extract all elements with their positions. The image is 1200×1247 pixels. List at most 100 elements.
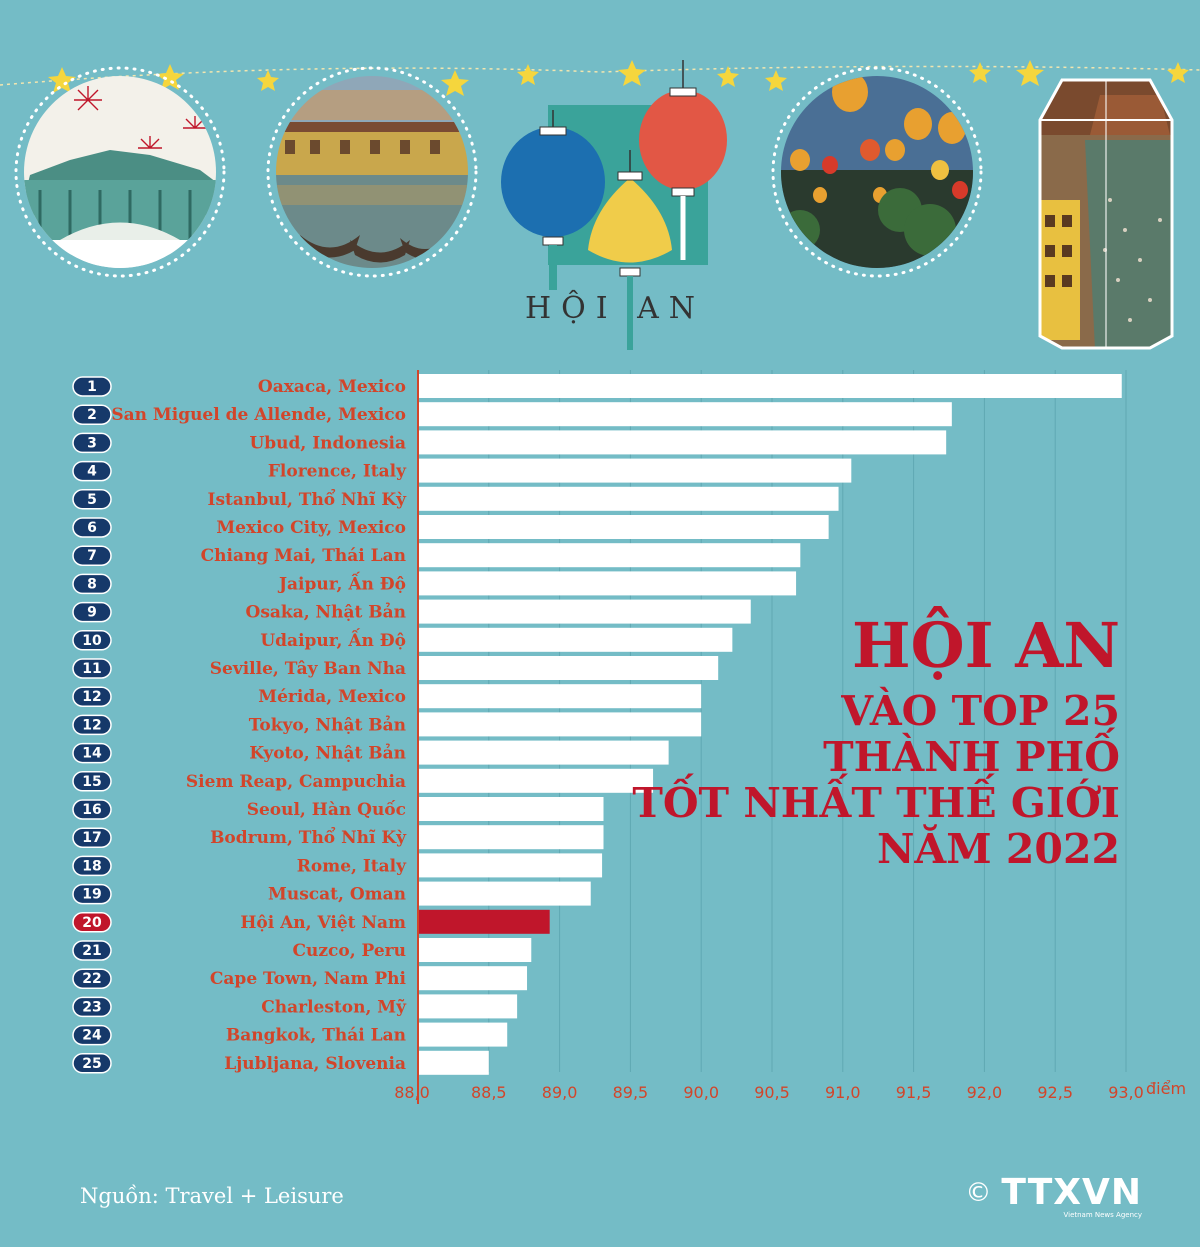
rank-badge-shape (72, 883, 112, 905)
bar (418, 1022, 508, 1047)
category-label: Ubud, Indonesia (249, 433, 406, 453)
logo-text: HỘI AN (525, 290, 705, 326)
rank-badge: 15 (72, 771, 112, 792)
category-label: Cuzco, Peru (292, 941, 406, 961)
category-label: Udaipur, Ấn Độ (260, 628, 406, 651)
rank-number: 6 (87, 520, 97, 536)
rank-number: 10 (82, 633, 102, 649)
x-tick-label: 88,5 (471, 1083, 507, 1102)
rank-badge-shape (72, 630, 112, 651)
bar (418, 1050, 489, 1075)
copyright-icon: © (965, 1178, 992, 1208)
rank-badge-shape (72, 714, 112, 736)
rank-badge: 3 (72, 432, 112, 454)
category-label: Kyoto, Nhật Bản (249, 744, 406, 764)
rank-number: 9 (87, 605, 97, 621)
x-tick-label: 91,0 (825, 1083, 861, 1102)
rank-badge: 14 (72, 742, 112, 764)
rank-badge: 25 (72, 1053, 112, 1074)
rank-badge-shape (72, 968, 112, 989)
rank-badge: 12 (72, 686, 112, 707)
bar (418, 430, 947, 455)
rank-badge-shape (72, 460, 112, 482)
rank-number: 11 (82, 661, 101, 677)
bar (418, 712, 702, 737)
category-label: Charleston, Mỹ (261, 997, 407, 1017)
rank-number: 19 (82, 887, 101, 903)
category-label: Mexico City, Mexico (216, 518, 406, 538)
rank-badge: 24 (72, 1024, 112, 1046)
category-label: Tokyo, Nhật Bản (249, 715, 406, 735)
rank-number: 18 (82, 858, 101, 874)
x-tick-label: 89,0 (542, 1083, 578, 1102)
lantern-logo: HỘI AN (501, 60, 727, 350)
rank-badge: 17 (72, 827, 112, 848)
old-town-illustration (1038, 78, 1174, 350)
bar (418, 543, 801, 568)
rank-number: 15 (82, 774, 101, 790)
rank-number: 20 (82, 915, 102, 931)
rank-badge: 12 (72, 714, 112, 736)
rank-number: 3 (87, 435, 97, 451)
rank-number: 7 (87, 548, 97, 564)
rank-badge: 6 (72, 517, 112, 538)
bar (418, 938, 532, 962)
category-label: Ljubljana, Slovenia (224, 1054, 406, 1074)
rank-badge: 8 (72, 573, 112, 595)
bar (418, 486, 839, 511)
category-label: Muscat, Oman (268, 885, 406, 905)
rank-badge: 5 (72, 489, 112, 510)
headline: HỘI AN VÀO TOP 25 THÀNH PHỐ TỐT NHẤT THẾ… (560, 615, 1120, 875)
category-label: Istanbul, Thổ Nhĩ Kỳ (208, 488, 408, 510)
rank-badge-shape (72, 827, 112, 848)
rank-badge: 16 (72, 799, 112, 820)
rank-badge-shape (72, 940, 112, 961)
rank-badge-shape (72, 545, 112, 566)
category-label: Rome, Italy (297, 856, 407, 876)
rank-badge-shape (72, 855, 112, 877)
highlight-bar (418, 909, 550, 934)
bar (418, 684, 702, 709)
rank-badge-shape (72, 771, 112, 792)
x-tick-label: 91,5 (896, 1083, 932, 1102)
bar (418, 740, 669, 765)
rank-number: 21 (82, 943, 101, 959)
headline-title: HỘI AN (852, 609, 1120, 682)
rank-number: 22 (82, 971, 101, 987)
rank-badge: 9 (72, 601, 112, 623)
rank-number: 17 (82, 830, 101, 846)
rank-number: 2 (87, 407, 97, 423)
x-tick-label: 89,5 (613, 1083, 649, 1102)
rank-badge-shape (72, 573, 112, 595)
bar (418, 656, 719, 680)
rank-badge: 11 (72, 658, 112, 679)
agency-name: Vietnam News Agency (1063, 1211, 1142, 1219)
rank-badge: 1 (72, 376, 112, 397)
rank-badge: 7 (72, 545, 112, 566)
rank-number: 12 (82, 717, 101, 733)
category-label: Chiang Mai, Thái Lan (201, 546, 406, 566)
rank-number: 16 (82, 802, 101, 818)
rank-number: 4 (87, 464, 97, 480)
rank-number: 24 (82, 1028, 102, 1044)
rank-badge-shape (72, 404, 112, 425)
bar (418, 797, 604, 821)
bar (418, 768, 654, 793)
x-tick-label: 90,0 (683, 1083, 719, 1102)
x-tick-label: 93,0 (1108, 1083, 1144, 1102)
rank-badges: 1234567891011121214151617181920212223242… (72, 376, 112, 1074)
lantern-street-illustration (771, 66, 983, 278)
category-label: Bodrum, Thổ Nhĩ Kỳ (210, 826, 407, 848)
rank-badge: 21 (72, 940, 112, 961)
category-label: Cape Town, Nam Phi (210, 969, 407, 989)
headline-line-2: VÀO TOP 25 (841, 687, 1120, 735)
x-tick-label: 88,0 (394, 1083, 430, 1102)
agency-logo-text: TTXVN (1001, 1172, 1142, 1213)
bar (418, 458, 852, 483)
source-note: Nguồn: Travel + Leisure (80, 1184, 344, 1208)
category-label: Oaxaca, Mexico (258, 377, 406, 397)
category-label: Hội An, Việt Nam (240, 913, 406, 933)
rank-badge-shape (72, 912, 112, 933)
bars (418, 374, 1122, 1075)
bar (418, 571, 797, 596)
